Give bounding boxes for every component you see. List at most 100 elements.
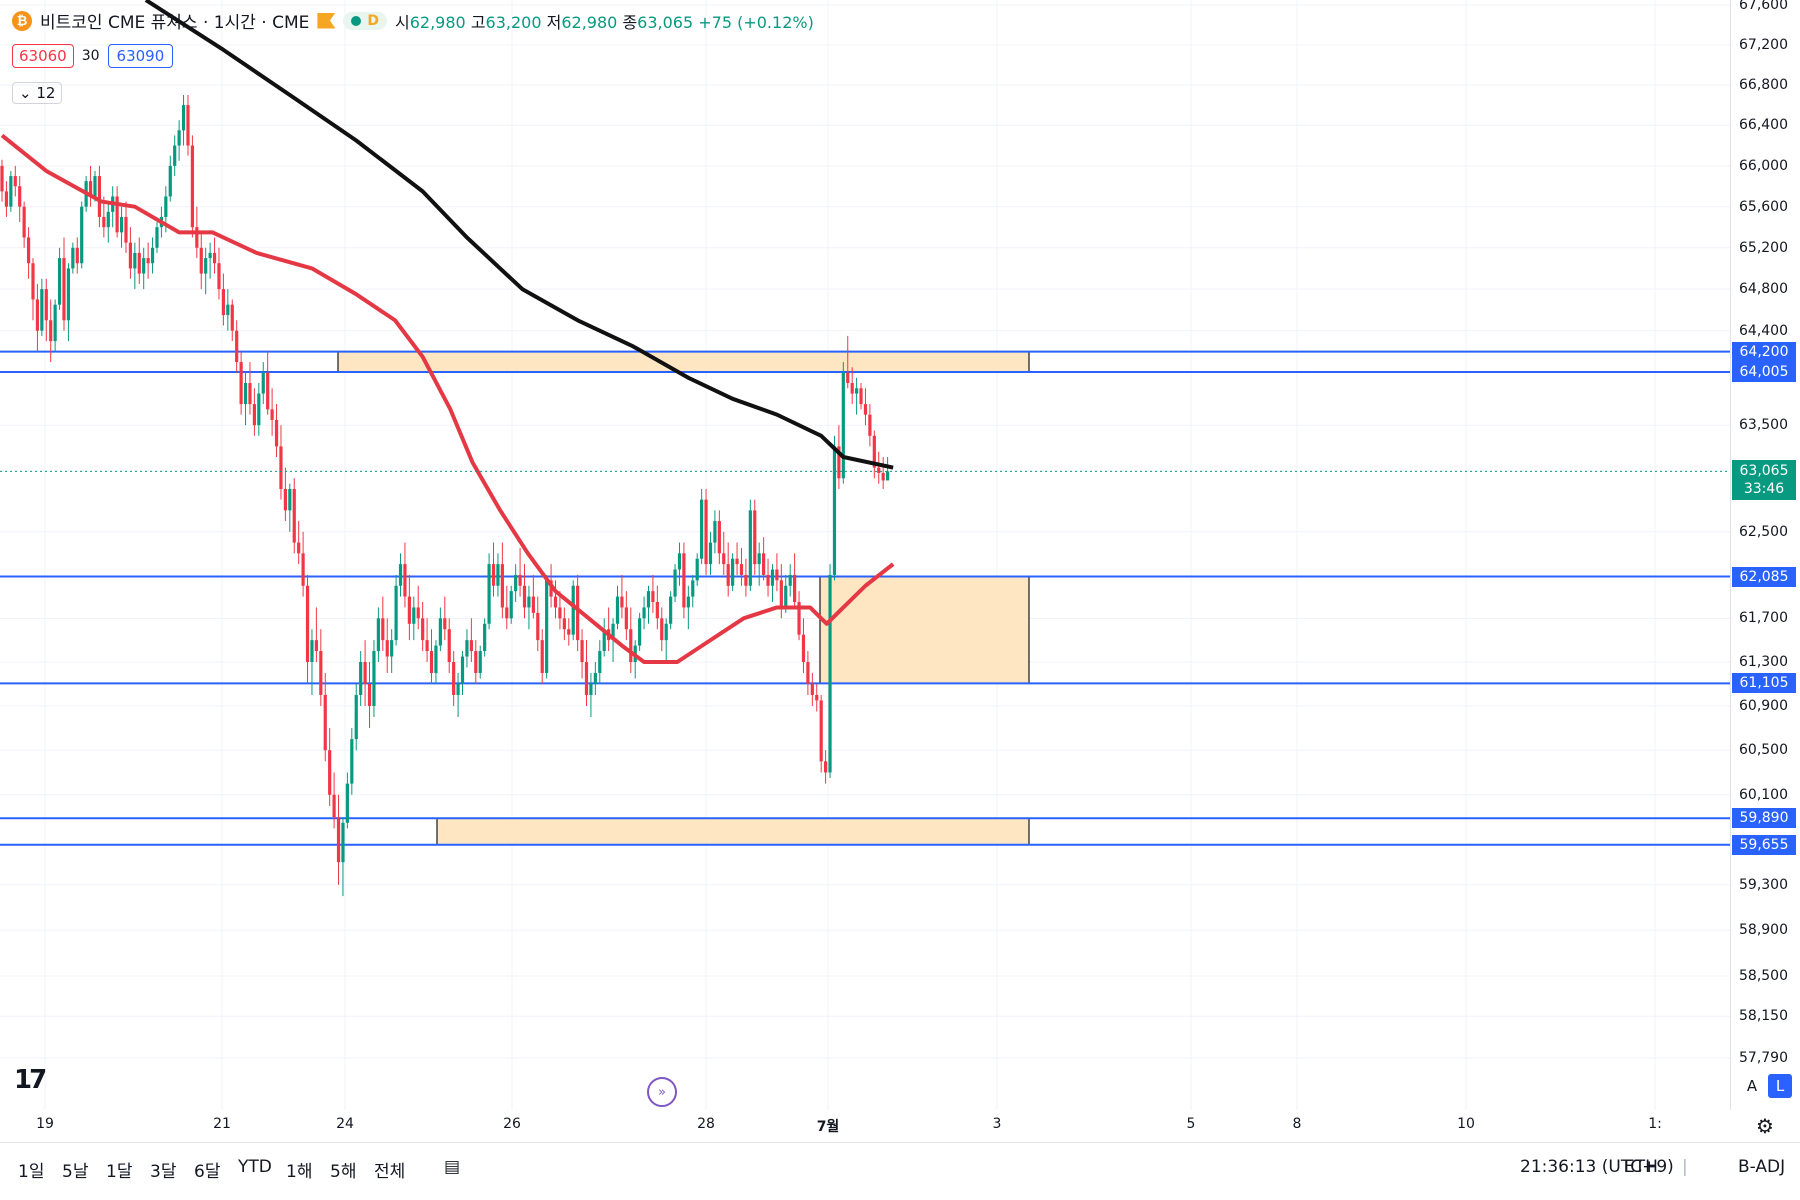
candle-body (66, 268, 71, 321)
price-label: 66,800 (1739, 76, 1788, 93)
clock-display[interactable]: 21:36:13 (UTC+9) (1520, 1157, 1674, 1177)
candle-body (593, 672, 597, 684)
candle-body (305, 585, 310, 663)
candle-body (359, 662, 363, 695)
sell-button[interactable]: 63060 (12, 44, 74, 68)
moving-average-lines (0, 0, 895, 665)
price-axis[interactable]: 67,600 67,200 66,800 66,400 66,000 65,600 65,2… (1730, 0, 1800, 1110)
log-scale-button[interactable]: L (1768, 1074, 1792, 1098)
market-status[interactable]: D (343, 11, 387, 30)
range-button[interactable]: 3달 (150, 1162, 177, 1182)
adjustment-toggle[interactable]: B-ADJ (1738, 1157, 1786, 1177)
candle-body (88, 181, 93, 197)
auto-scale-button[interactable]: A (1746, 1077, 1758, 1095)
candle-body (80, 206, 84, 264)
change-value: +75 (+0.12%) (698, 12, 814, 32)
candle-body (93, 176, 97, 197)
candle-body (447, 629, 451, 663)
zone-box[interactable] (436, 817, 1030, 846)
candle-body (97, 176, 102, 217)
time-label: 10 (1457, 1116, 1475, 1132)
buy-button[interactable]: 63090 (107, 44, 174, 68)
candle-body (301, 553, 305, 586)
range-button[interactable]: 1해 (286, 1162, 313, 1182)
tradingview-logo[interactable]: 17 (14, 1065, 47, 1095)
horizontal-levels (0, 350, 1730, 846)
zone-box[interactable] (337, 350, 1030, 373)
price-label: 63,500 (1739, 417, 1788, 434)
candle-body (642, 607, 646, 619)
candle-body (22, 206, 26, 238)
candle-body (828, 574, 832, 773)
candle-body (837, 446, 841, 479)
candle-body (164, 196, 168, 217)
candle-body (660, 618, 664, 641)
time-label: 26 (503, 1116, 521, 1132)
candle-body (819, 700, 823, 762)
candle-body (770, 569, 775, 586)
session-toggle[interactable]: ETH (1624, 1157, 1658, 1177)
candle-body (788, 574, 792, 586)
time-label: 1: (1648, 1116, 1662, 1132)
candle-body (868, 414, 872, 436)
candlestick-series (0, 95, 890, 897)
candle-body (722, 553, 726, 565)
candle-body (713, 521, 717, 543)
range-button[interactable]: 1일 (18, 1162, 45, 1182)
time-label: 28 (697, 1116, 715, 1132)
candle-body (367, 683, 372, 706)
candle-body (328, 750, 332, 795)
candle-body (407, 596, 411, 624)
candle-body (731, 558, 735, 586)
candle-body (801, 634, 806, 663)
candle-body (13, 176, 17, 187)
candle-body (381, 618, 385, 641)
chart-legend: ₿ 비트코인 CME 퓨쳐스 · 1시간 · CME D 시62,980 고63… (12, 8, 814, 33)
range-button[interactable]: 1달 (106, 1162, 133, 1182)
candle-body (438, 618, 442, 646)
indicators-row: ⌄ 12 (12, 82, 63, 104)
candle-body (62, 258, 66, 321)
candle-body (332, 794, 336, 818)
candle-body (421, 618, 425, 641)
candle-body (208, 252, 212, 259)
range-button[interactable]: 5해 (330, 1162, 357, 1182)
candle-body (18, 186, 22, 207)
candle-body (226, 304, 230, 316)
price-label: 67,200 (1739, 36, 1788, 53)
candle-body (204, 258, 208, 274)
gear-icon[interactable]: ⚙ (1756, 1114, 1774, 1138)
moving-average-line[interactable] (144, 0, 894, 470)
divider: | (1682, 1157, 1688, 1177)
candle-body (257, 393, 261, 426)
price-label: 67,600 (1739, 0, 1788, 13)
zone-box[interactable] (819, 575, 1030, 685)
flag-icon[interactable] (317, 12, 336, 29)
range-button[interactable]: 5날 (62, 1162, 89, 1182)
range-button[interactable]: YTD (238, 1157, 272, 1177)
candle-body (478, 651, 482, 673)
symbol-title[interactable]: 비트코인 CME 퓨쳐스 · 1시간 · CME (40, 13, 310, 33)
calendar-range-icon[interactable]: ▤ (444, 1157, 461, 1177)
candle-body (469, 640, 473, 652)
candle-body (49, 320, 53, 342)
time-label: 21 (213, 1116, 231, 1132)
candle-body (487, 564, 491, 624)
candle-body (810, 683, 814, 695)
range-button[interactable]: 전체 (374, 1162, 406, 1182)
indicators-toggle[interactable]: ⌄ 12 (12, 82, 63, 104)
candle-body (589, 683, 593, 695)
candle-body (753, 510, 757, 565)
candle-body (691, 580, 695, 597)
moving-average-line[interactable] (0, 133, 895, 665)
time-label: 3 (992, 1116, 1002, 1132)
goto-realtime-icon[interactable]: » (647, 1077, 677, 1107)
candle-body (319, 651, 323, 695)
high-label: 고 (470, 12, 486, 32)
time-axis[interactable]: 19 21 24 26 28 7월 3 5 8 10 1: (0, 1110, 1730, 1140)
low-value: 62,980 (561, 12, 618, 32)
price-chart[interactable] (0, 0, 1730, 1110)
candle-body (686, 596, 690, 608)
candle-body (314, 640, 318, 652)
range-button[interactable]: 6달 (194, 1162, 221, 1182)
